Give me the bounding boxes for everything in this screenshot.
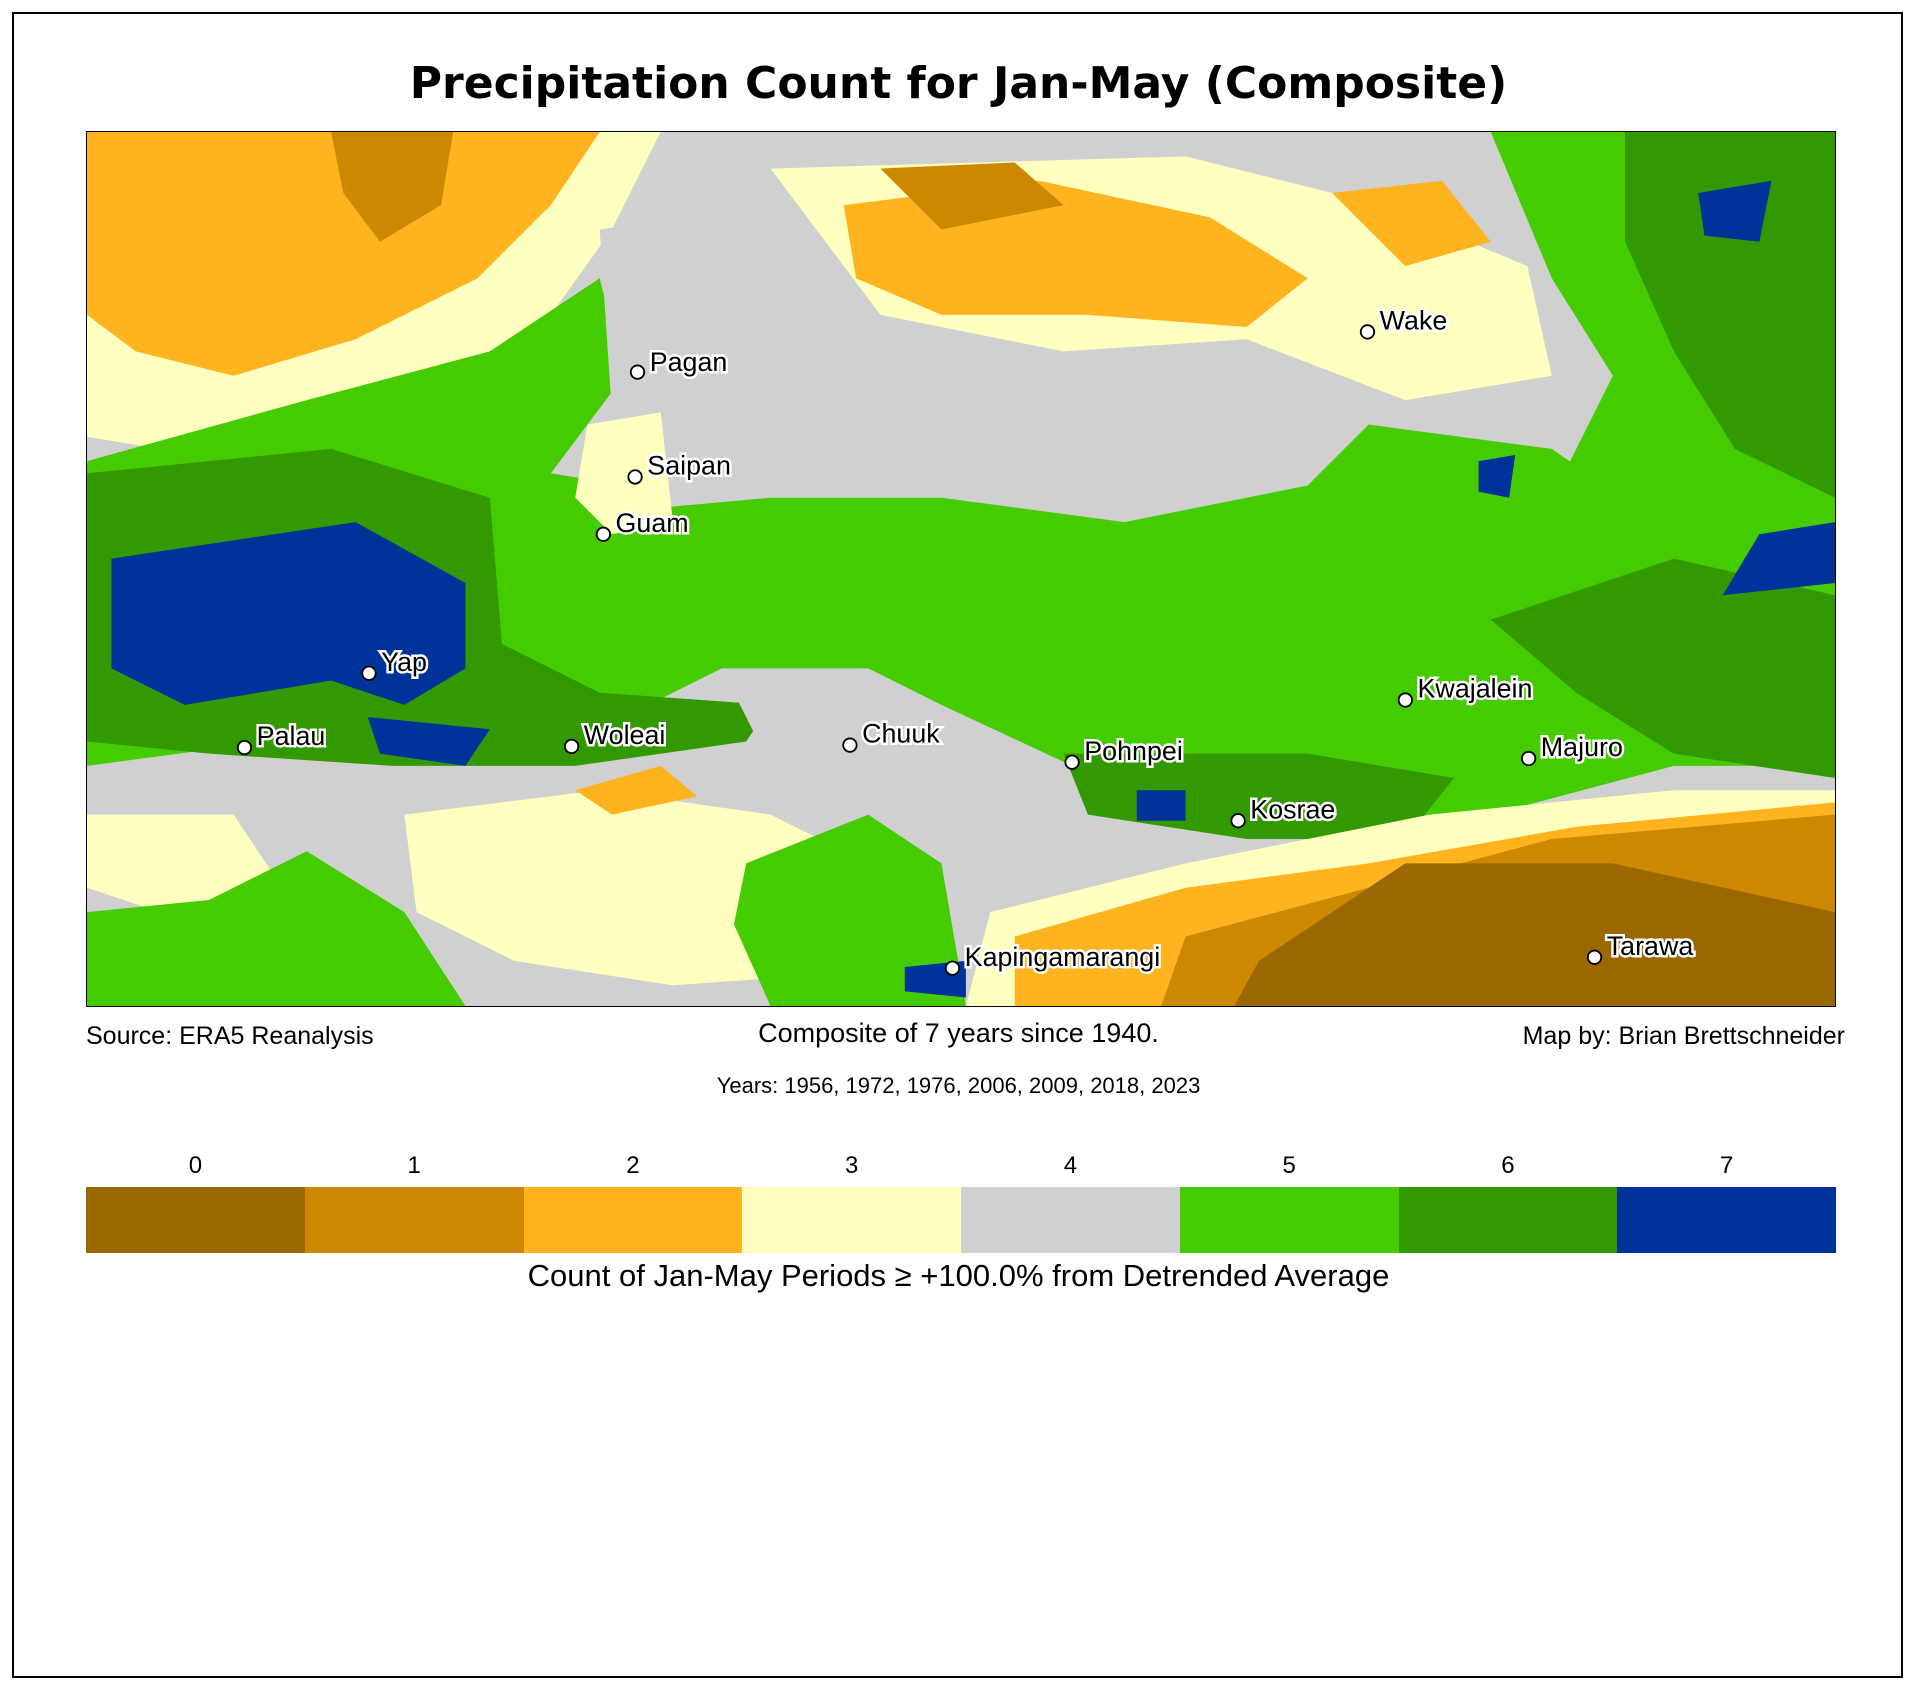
colorbar-swatch-0	[86, 1187, 305, 1253]
map-title: Precipitation Count for Jan-May (Composi…	[409, 58, 1508, 109]
station-label: Guam	[616, 508, 689, 538]
region-class-1	[880, 162, 1064, 230]
colorbar-ticks: 0 1 2 3 4 5 6 7	[86, 1152, 1836, 1180]
figure-frame	[12, 12, 1903, 1678]
region-class-5	[87, 851, 466, 1006]
tick-label: 5	[1282, 1152, 1296, 1179]
station-label: Chuuk	[862, 719, 940, 749]
tick-label: 7	[1719, 1152, 1734, 1179]
region-class-4	[599, 205, 1381, 523]
tick-label: 3	[844, 1152, 859, 1179]
credit-text: Map by: Brian Brettschneider	[1522, 1022, 1845, 1050]
region-class-7	[111, 522, 466, 705]
region-class-6	[1490, 558, 1835, 779]
colorbar	[86, 1187, 1836, 1253]
region-class-5	[733, 814, 966, 1006]
tick-label: 2	[626, 1152, 640, 1179]
station-label: Woleai	[584, 720, 666, 750]
region-class-7	[1478, 455, 1516, 498]
station-marker-kosrae	[1230, 813, 1246, 829]
precipitation-map: Pagan Saipan Guam Yap Palau Woleai Chuuk…	[86, 131, 1836, 1007]
station-marker-guam	[595, 526, 611, 542]
station-marker-tarawa	[1586, 949, 1603, 965]
station-marker-palau	[236, 739, 253, 756]
region-class-7	[1722, 522, 1835, 596]
region-class-2	[1332, 180, 1491, 267]
station-marker-kapingamarangi	[944, 960, 961, 976]
region-class-7	[1136, 790, 1186, 821]
colorbar-swatch-3	[742, 1187, 961, 1253]
colorbar-swatch-5	[1179, 1187, 1399, 1253]
region-class-2	[87, 132, 600, 376]
region-class-4	[721, 668, 1064, 815]
station-label: Wake	[1380, 305, 1448, 335]
station-marker-kwajalein	[1397, 692, 1413, 708]
station-marker-saipan	[627, 469, 643, 485]
station-marker-majuro	[1520, 750, 1537, 767]
station-label: Yap	[381, 647, 427, 677]
station-markers	[236, 324, 1603, 976]
station-marker-wake	[1359, 324, 1376, 340]
station-marker-yap	[361, 665, 377, 681]
station-marker-pagan	[629, 364, 646, 380]
colorbar-swatch-1	[304, 1187, 524, 1253]
composite-text: Composite of 7 years since 1940.	[758, 1018, 1159, 1048]
station-marker-woleai	[563, 738, 580, 754]
colorbar-swatch-2	[523, 1187, 743, 1253]
station-label: Kosrae	[1250, 794, 1335, 824]
source-text: Source: ERA5 Reanalysis	[86, 1022, 374, 1050]
station-marker-pohnpei	[1064, 754, 1080, 770]
region-class-7	[367, 717, 490, 766]
station-marker-chuuk	[842, 737, 858, 753]
station-label: Kwajalein	[1418, 674, 1533, 704]
colorbar-swatch-6	[1398, 1187, 1618, 1253]
station-label: Pagan	[650, 347, 728, 377]
region-class-3	[575, 412, 673, 535]
region-class-6	[1625, 132, 1835, 498]
tick-label: 6	[1501, 1152, 1515, 1179]
station-label: Pohnpei	[1084, 736, 1183, 766]
station-label: Kapingamarangi	[965, 942, 1161, 972]
colorbar-swatch-7	[1617, 1187, 1836, 1253]
region-class-1	[331, 132, 454, 242]
region-class-7	[1698, 180, 1772, 242]
station-label: Saipan	[647, 451, 731, 481]
years-text: Years: 1956, 1972, 1976, 2006, 2009, 201…	[716, 1073, 1201, 1098]
station-label: Majuro	[1541, 732, 1623, 762]
region-class-0	[1234, 863, 1835, 1006]
tick-label: 1	[407, 1152, 421, 1179]
region-class-2	[575, 765, 698, 815]
region-class-3	[87, 814, 283, 913]
station-label: Palau	[257, 721, 326, 751]
tick-label: 0	[188, 1152, 203, 1179]
tick-label: 4	[1063, 1152, 1078, 1179]
colorbar-label: Count of Jan-May Periods ≥ +100.0% from …	[527, 1258, 1390, 1293]
colorbar-swatch-4	[961, 1187, 1180, 1253]
station-label: Tarawa	[1607, 931, 1694, 961]
